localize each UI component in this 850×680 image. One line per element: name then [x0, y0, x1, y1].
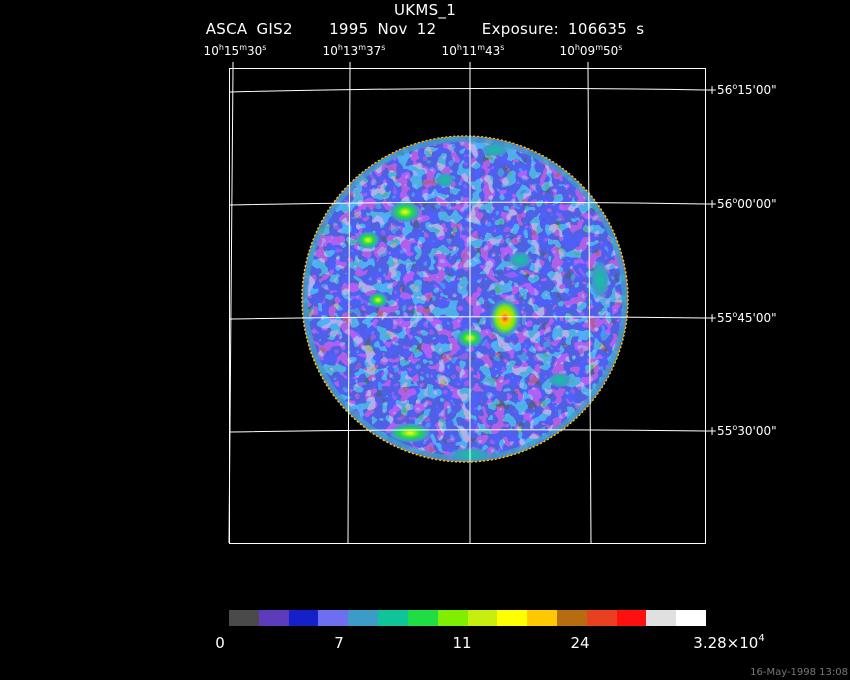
- ra-tick-label: 10h13m37s: [322, 43, 386, 59]
- color-scale-segment: [318, 610, 349, 626]
- color-scale-label: 11: [452, 634, 472, 652]
- color-scale-segment: [586, 610, 617, 626]
- exposure-label: Exposure: 106635 s: [481, 20, 645, 38]
- color-scale-segment: [407, 610, 438, 626]
- axis-ticks: [232, 62, 711, 432]
- timestamp: 16-May-1998 13:08: [750, 667, 848, 678]
- color-scale-segment: [467, 610, 498, 626]
- dec-tick-label: +56o00'00": [707, 196, 777, 212]
- sky-image-map: [228, 62, 711, 544]
- color-scale-label: 7: [334, 634, 344, 652]
- image-title: UKMS_1: [393, 1, 457, 19]
- color-scale-segment: [229, 610, 259, 626]
- color-scale-bar: [229, 610, 706, 626]
- color-scale-segment: [497, 610, 528, 626]
- dec-tick-label: +55o30'00": [707, 423, 777, 439]
- instrument-label: ASCA GIS2: [205, 20, 293, 38]
- color-scale-segment: [527, 610, 557, 626]
- observation-date: 1995 Nov 12: [329, 20, 437, 38]
- field-of-view: [302, 136, 628, 462]
- plot-frame: [229, 68, 706, 544]
- ra-tick-label: 10h15m30s: [203, 43, 267, 59]
- color-scale-segment: [378, 610, 408, 626]
- color-scale-segment: [556, 610, 587, 626]
- color-scale-segment: [646, 610, 677, 626]
- coordinate-grid: [228, 68, 706, 544]
- color-scale-segment: [437, 610, 468, 626]
- color-scale-segment: [258, 610, 289, 626]
- ra-tick-label: 10h09m50s: [559, 43, 623, 59]
- color-scale-segment: [348, 610, 379, 626]
- color-scale-segment: [616, 610, 647, 626]
- ra-tick-label: 10h11m43s: [441, 43, 505, 59]
- color-scale-segment: [288, 610, 319, 626]
- color-scale-label: 24: [570, 634, 590, 652]
- dec-tick-label: +55o45'00": [707, 310, 777, 326]
- color-scale-label: 0: [215, 634, 225, 652]
- dec-tick-label: +56o15'00": [707, 82, 777, 98]
- color-scale-segment: [676, 610, 706, 626]
- fov-rim-outer: [302, 136, 628, 462]
- fov-rim: [301, 135, 629, 463]
- color-scale-max-label: 3.28×104: [693, 633, 765, 653]
- observation-subtitle: ASCA GIS2 1995 Nov 12 Exposure: 106635 s: [0, 20, 850, 38]
